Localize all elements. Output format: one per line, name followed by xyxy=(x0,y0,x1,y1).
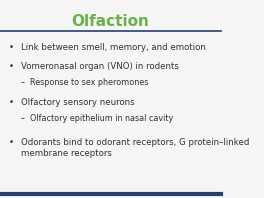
Text: Response to sex pheromones: Response to sex pheromones xyxy=(30,78,148,87)
Text: Olfactory epithelium in nasal cavity: Olfactory epithelium in nasal cavity xyxy=(30,114,173,123)
Text: Olfactory sensory neurons: Olfactory sensory neurons xyxy=(21,98,135,107)
Text: Vomeronasal organ (VNO) in rodents: Vomeronasal organ (VNO) in rodents xyxy=(21,62,179,71)
Text: Link between smell, memory, and emotion: Link between smell, memory, and emotion xyxy=(21,43,206,51)
Text: •: • xyxy=(9,43,14,51)
Text: Odorants bind to odorant receptors, G protein–linked
membrane receptors: Odorants bind to odorant receptors, G pr… xyxy=(21,138,249,158)
Text: –: – xyxy=(21,114,25,123)
Text: Olfaction: Olfaction xyxy=(72,14,149,29)
Text: •: • xyxy=(9,138,14,147)
Text: •: • xyxy=(9,62,14,71)
Text: –: – xyxy=(21,78,25,87)
Text: •: • xyxy=(9,98,14,107)
